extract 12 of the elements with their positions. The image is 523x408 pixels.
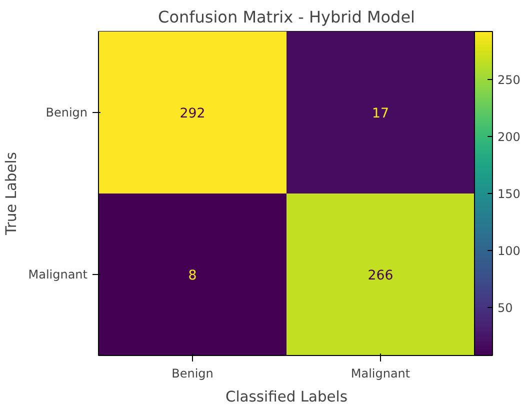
x-axis-title: Classified Labels	[225, 388, 348, 406]
data-label: 292	[180, 106, 206, 122]
chart-title: Confusion Matrix - Hybrid Model	[158, 8, 415, 26]
data-label: 17	[372, 106, 389, 122]
data-label: 266	[368, 268, 394, 284]
data-label: 8	[188, 268, 197, 284]
color-bar-label: 150	[498, 187, 520, 201]
color-bar-label: 50	[498, 301, 513, 316]
color-bar-label: 200	[498, 130, 520, 144]
color-bar-label: 250	[498, 72, 520, 87]
y-axis-title: True Labels	[3, 152, 20, 236]
color-bar-label: 100	[498, 244, 520, 258]
